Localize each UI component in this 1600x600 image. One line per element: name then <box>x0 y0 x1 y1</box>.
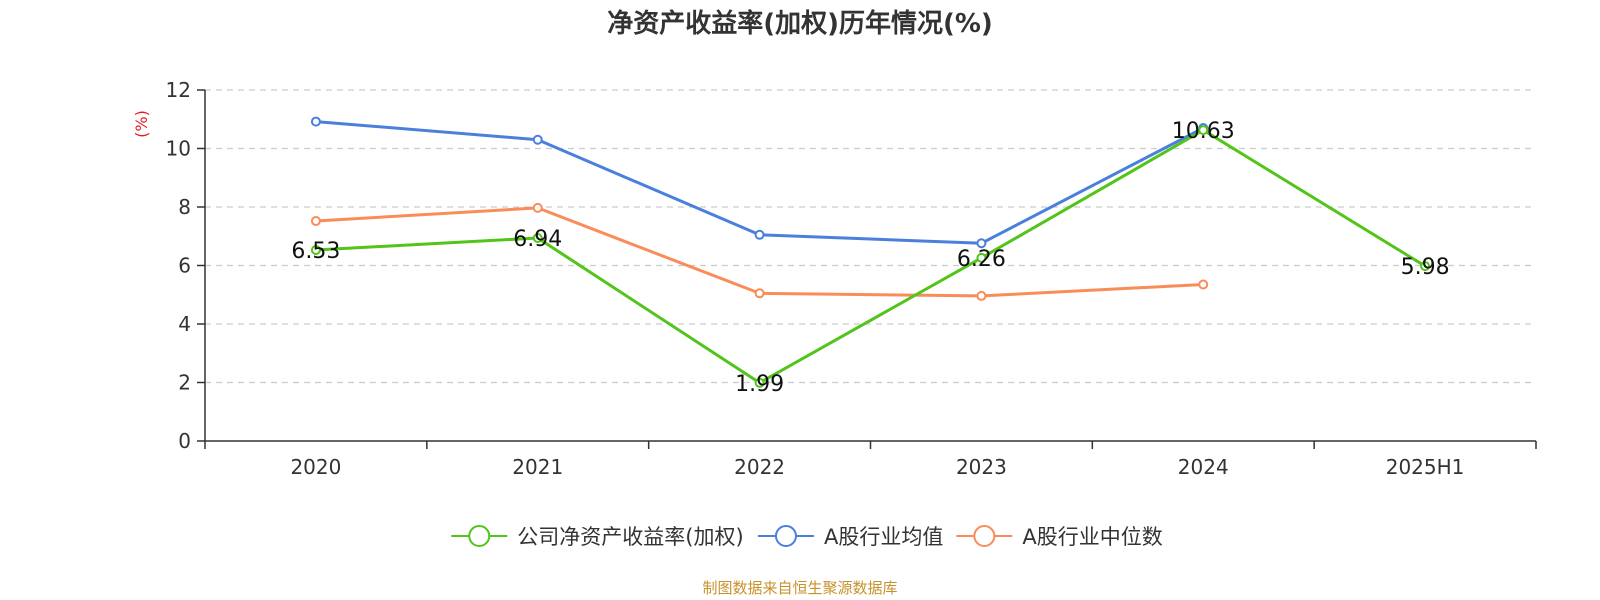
legend-label: 公司净资产收益率(加权) <box>517 525 743 549</box>
x-tick-label-2020: 2020 <box>290 455 341 479</box>
y-tick-label-12: 12 <box>166 78 191 102</box>
series-lines <box>310 116 1431 388</box>
y-tick-label-4: 4 <box>178 312 191 336</box>
data-label-2023: 6.26 <box>957 247 1006 272</box>
series-2-point-2022[interactable] <box>754 288 765 299</box>
legend-item-1[interactable]: A股行业均值 <box>757 525 943 549</box>
data-label-2024: 10.63 <box>1172 119 1235 144</box>
data-label-2020: 6.53 <box>291 239 340 264</box>
legend[interactable]: 公司净资产收益率(加权) A股行业均值 A股行业中位数 <box>451 525 1163 549</box>
series-0-point-2023[interactable] <box>976 252 987 263</box>
series-0-point-2025H1[interactable] <box>1420 261 1431 272</box>
x-tick-label-2024: 2024 <box>1178 455 1229 479</box>
series-1-point-2023[interactable] <box>976 238 987 249</box>
series-2-point-2024[interactable] <box>1198 279 1209 290</box>
y-tick-label-0: 0 <box>178 429 191 453</box>
x-tick-label-2022: 2022 <box>734 455 785 479</box>
legend-label: A股行业均值 <box>824 525 943 549</box>
series-0-point-2024[interactable] <box>1198 125 1209 136</box>
data-label-2025H1: 5.98 <box>1401 255 1450 280</box>
series-1-point-2020[interactable] <box>310 116 321 127</box>
legend-item-0[interactable]: 公司净资产收益率(加权) <box>451 525 744 549</box>
legend-item-2[interactable]: A股行业中位数 <box>956 525 1163 549</box>
series-0-point-2021[interactable] <box>532 233 543 244</box>
data-label-2021: 6.94 <box>513 227 562 252</box>
y-tick-label-10: 10 <box>166 137 191 161</box>
legend-circle-icon <box>468 525 491 547</box>
data-labels: 6.53 6.94 1.99 6.26 10.63 5.98 <box>291 119 1449 397</box>
chart-title: 净资产收益率(加权)历年情况(%) <box>607 8 993 39</box>
x-tick-label-2021: 2021 <box>512 455 563 479</box>
y-tick-label-2: 2 <box>178 371 191 395</box>
y-tick-label-6: 6 <box>178 254 191 278</box>
series-2-point-2021[interactable] <box>532 202 543 213</box>
series-1-point-2022[interactable] <box>754 229 765 240</box>
series-1-point-2021[interactable] <box>532 134 543 145</box>
source-note: 制图数据来自恒生聚源数据库 <box>702 579 897 597</box>
legend-circle-icon <box>774 525 797 547</box>
axes: 0 2 4 6 8 10 12 2020 2021 2022 2023 2024 2025H1 <box>166 78 1537 479</box>
series-2-point-2023[interactable] <box>976 290 987 301</box>
y-axis-label: (%) <box>132 110 151 138</box>
legend-label: A股行业中位数 <box>1022 525 1162 549</box>
data-label-2022: 1.99 <box>735 372 784 397</box>
y-tick-label-8: 8 <box>178 195 191 219</box>
legend-circle-icon <box>973 525 996 547</box>
series-0-point-2022[interactable] <box>754 377 765 388</box>
series-0-point-2020[interactable] <box>310 244 321 255</box>
series-line-0 <box>315 128 1426 385</box>
grid-lines <box>205 89 1536 384</box>
series-line-1 <box>315 120 1204 245</box>
series-line-2 <box>315 206 1204 298</box>
series-2-point-2020[interactable] <box>310 216 321 227</box>
x-tick-label-2023: 2023 <box>956 455 1007 479</box>
x-tick-label-2025H1: 2025H1 <box>1386 455 1465 479</box>
